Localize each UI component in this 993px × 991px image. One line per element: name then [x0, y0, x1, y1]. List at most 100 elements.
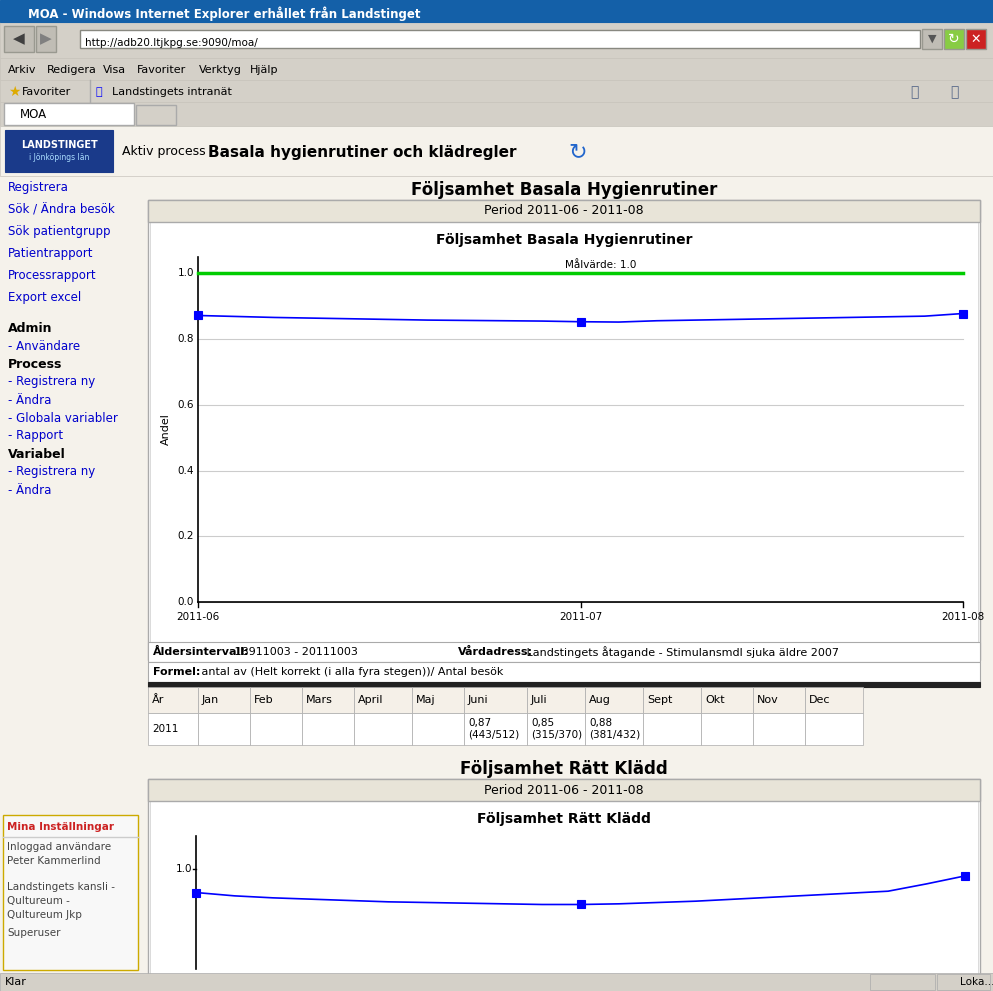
Text: ▼: ▼	[927, 34, 936, 44]
Text: ✕: ✕	[971, 33, 981, 46]
Text: 0.4: 0.4	[178, 466, 194, 476]
Text: http://adb20.ltjkpg.se:9090/moa/: http://adb20.ltjkpg.se:9090/moa/	[85, 38, 258, 48]
Text: Basala hygienrutiner och klädregler: Basala hygienrutiner och klädregler	[208, 145, 516, 160]
Bar	[150, 222, 978, 642]
Bar	[148, 713, 198, 745]
Text: 2011: 2011	[152, 724, 179, 734]
Text: 🏠: 🏠	[910, 85, 919, 99]
Text: Superuser: Superuser	[7, 928, 61, 938]
Text: 0.2: 0.2	[178, 531, 194, 541]
Text: Mina Inställningar: Mina Inställningar	[7, 822, 114, 832]
Text: 0.0: 0.0	[178, 597, 194, 607]
Bar	[412, 687, 464, 713]
Text: April: April	[358, 695, 383, 705]
Bar	[198, 687, 250, 713]
Text: ★: ★	[8, 85, 21, 99]
Bar	[80, 30, 920, 48]
Bar	[585, 713, 643, 745]
Text: Vårdadress:: Vårdadress:	[458, 647, 533, 657]
Bar	[753, 713, 805, 745]
Text: Juli: Juli	[531, 695, 547, 705]
Text: Verktyg: Verktyg	[199, 65, 241, 75]
Text: 0,87
(443/512): 0,87 (443/512)	[468, 718, 519, 740]
Text: - Registrera ny: - Registrera ny	[8, 376, 95, 388]
Text: Målvärde: 1.0: Målvärde: 1.0	[565, 261, 637, 271]
Bar	[870, 974, 935, 990]
Text: Okt: Okt	[705, 695, 725, 705]
Text: Favoriter: Favoriter	[22, 87, 71, 97]
Bar	[194, 311, 202, 319]
Text: Variabel: Variabel	[8, 448, 66, 461]
Text: Patientrapport: Patientrapport	[8, 248, 93, 261]
Bar	[250, 687, 302, 713]
Text: Period 2011-06 - 2011-08: Period 2011-06 - 2011-08	[485, 784, 643, 797]
Bar	[0, 0, 993, 22]
Text: Juni: Juni	[468, 695, 489, 705]
Text: Åldersintervall:: Åldersintervall:	[153, 647, 249, 657]
Bar	[0, 126, 993, 176]
Text: Export excel: Export excel	[8, 291, 81, 304]
Bar	[136, 105, 176, 125]
Text: Registrera: Registrera	[8, 181, 69, 194]
Bar	[412, 713, 464, 745]
Bar	[961, 872, 969, 880]
Text: Period 2011-06 - 2011-08: Period 2011-06 - 2011-08	[485, 204, 643, 217]
Text: Feb: Feb	[254, 695, 274, 705]
Bar	[577, 901, 585, 909]
Text: Arkiv: Arkiv	[8, 65, 37, 75]
Text: - Globala variabler: - Globala variabler	[8, 411, 118, 424]
Text: 0.6: 0.6	[178, 399, 194, 410]
Bar	[148, 779, 980, 991]
Text: MOA - Windows Internet Explorer erhållet från Landstinget: MOA - Windows Internet Explorer erhållet…	[28, 7, 420, 21]
Bar	[302, 687, 354, 713]
Bar	[148, 642, 980, 662]
Text: År: År	[152, 695, 165, 705]
Text: 18911003 - 20111003: 18911003 - 20111003	[231, 647, 357, 657]
Text: Klar: Klar	[5, 977, 27, 987]
Bar	[585, 687, 643, 713]
Bar	[148, 200, 980, 222]
Bar	[0, 973, 993, 991]
Bar	[805, 687, 863, 713]
Text: 1.0: 1.0	[176, 864, 192, 874]
Bar	[148, 779, 980, 801]
Bar	[3, 815, 138, 970]
Text: ◀: ◀	[13, 32, 25, 47]
Text: Sök / Ändra besök: Sök / Ändra besök	[8, 203, 115, 216]
Text: i Jönköpings län: i Jönköpings län	[29, 154, 89, 163]
Bar	[192, 889, 200, 897]
Bar	[577, 318, 585, 326]
Text: ↻: ↻	[568, 142, 587, 162]
Bar	[643, 713, 701, 745]
Bar	[937, 974, 990, 990]
Text: 🌐: 🌐	[96, 87, 102, 97]
Bar	[922, 29, 942, 49]
Bar	[464, 687, 527, 713]
Text: Landstingets kansli -: Landstingets kansli -	[7, 882, 115, 892]
Text: Qultureum Jkp: Qultureum Jkp	[7, 910, 81, 920]
Text: Jan: Jan	[202, 695, 219, 705]
Bar	[150, 801, 978, 991]
Text: Aktiv process: Aktiv process	[122, 146, 206, 159]
Text: Inloggad användare: Inloggad användare	[7, 842, 111, 852]
Bar	[0, 22, 993, 58]
Text: 0,88
(381/432): 0,88 (381/432)	[589, 718, 640, 740]
Text: Peter Kammerlind: Peter Kammerlind	[7, 856, 100, 866]
Bar	[148, 682, 980, 687]
Text: 0,85
(315/370): 0,85 (315/370)	[531, 718, 582, 740]
Bar	[527, 713, 585, 745]
Text: Följsamhet Basala Hygienrutiner: Följsamhet Basala Hygienrutiner	[411, 181, 717, 199]
Text: Landstingets åtagande - Stimulansmdl sjuka äldre 2007: Landstingets åtagande - Stimulansmdl sju…	[523, 646, 839, 658]
Bar	[36, 26, 56, 52]
Bar	[643, 687, 701, 713]
Bar	[0, 80, 993, 102]
Text: Mars: Mars	[306, 695, 333, 705]
Text: ↻: ↻	[948, 32, 960, 46]
Text: ▶: ▶	[40, 32, 52, 47]
Bar	[966, 29, 986, 49]
Text: Dec: Dec	[809, 695, 830, 705]
Text: - Ändra: - Ändra	[8, 484, 52, 496]
Text: 📰: 📰	[950, 85, 958, 99]
Bar	[753, 687, 805, 713]
Text: Andel: Andel	[161, 413, 171, 445]
